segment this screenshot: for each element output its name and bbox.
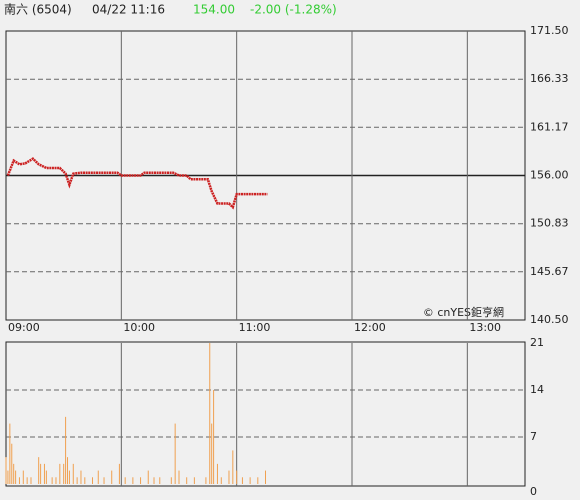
volume-bar (174, 423, 176, 484)
quote-time: 04/22 11:16 (92, 3, 165, 17)
volume-bar (147, 470, 149, 484)
y-tick-label: 140.50 (530, 313, 569, 326)
volume-bar (241, 477, 243, 484)
volume-bar (97, 470, 99, 484)
volume-bar (232, 450, 234, 484)
x-tick-label: 13:00 (469, 321, 501, 334)
volume-bar (124, 477, 126, 484)
volume-bar (257, 477, 259, 484)
volume-bar (193, 477, 195, 484)
volume-bar (68, 470, 70, 484)
volume-bar (92, 477, 93, 484)
volume-bar (22, 470, 24, 484)
volume-bar (72, 463, 74, 484)
watermark: © cnYES鉅亨網 (423, 305, 504, 319)
volume-bar (18, 477, 20, 484)
volume-bar (26, 477, 28, 484)
volume-bar (228, 470, 230, 484)
x-tick-label: 11:00 (239, 321, 271, 334)
volume-bar (76, 477, 78, 484)
volume-bar (249, 477, 251, 484)
volume-bar (159, 477, 161, 484)
y-tick-label: 171.50 (530, 24, 569, 37)
volume-bar (67, 457, 69, 484)
volume-bar (80, 470, 82, 484)
volume-bar (38, 457, 40, 484)
volume-bar (205, 477, 207, 484)
volume-bar (132, 477, 134, 484)
x-tick-label: 10:00 (123, 321, 155, 334)
volume-bar (118, 463, 120, 484)
volume-bar (15, 470, 17, 484)
volume-bar (236, 470, 238, 484)
quote-change: -2.00 (-1.28%) (250, 3, 337, 17)
price-line (6, 157, 268, 210)
volume-bar (63, 463, 65, 484)
volume-bar (216, 463, 218, 484)
y-tick-label: 14 (530, 383, 544, 396)
volume-bar (211, 423, 213, 484)
volume-bar (11, 443, 13, 484)
y-tick-label: 7 (530, 430, 537, 443)
y-tick-label: 156.00 (530, 169, 569, 182)
volume-bar (30, 477, 32, 484)
volume-bar (178, 470, 180, 484)
volume-bar (140, 477, 142, 484)
y-tick-label: 0 (530, 485, 537, 498)
volume-bar (45, 470, 47, 484)
volume-bar (209, 343, 211, 484)
volume-bar (111, 470, 113, 484)
x-tick-label: 12:00 (354, 321, 386, 334)
volume-bar (5, 457, 7, 484)
volume-bar (59, 463, 61, 484)
stock-name: 南六 (6504) (4, 2, 72, 17)
volume-bar (153, 477, 155, 484)
volume-bar (220, 477, 222, 484)
volume-bar (7, 470, 9, 484)
volume-bar (40, 463, 42, 484)
volume-bar (13, 463, 15, 484)
y-tick-label: 21 (530, 336, 544, 349)
volume-bar (51, 477, 53, 484)
volume-bar (43, 463, 45, 484)
volume-bar (55, 477, 57, 484)
volume-bar (170, 477, 172, 484)
volume-bar (103, 477, 105, 484)
y-tick-label: 166.33 (530, 72, 569, 85)
volume-bar (65, 416, 67, 484)
y-tick-label: 161.17 (530, 120, 569, 133)
quote-price: 154.00 (193, 3, 235, 17)
y-tick-label: 145.67 (530, 265, 569, 278)
y-tick-label: 150.83 (530, 217, 569, 230)
volume-bar (186, 477, 188, 484)
volume-bar (9, 423, 11, 484)
volume-bar (265, 470, 266, 484)
x-tick-label: 09:00 (8, 321, 40, 334)
volume-bar (84, 477, 86, 484)
volume-panel (5, 341, 526, 487)
volume-bar (213, 390, 215, 484)
